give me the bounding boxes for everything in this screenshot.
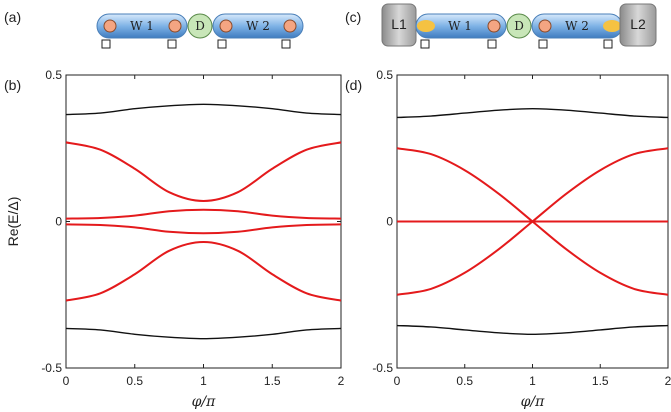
x-axis-label: φ/π: [192, 394, 217, 410]
majorana-right-1: [168, 19, 182, 33]
gate-box: [538, 39, 548, 49]
quantum-dot: [506, 13, 532, 39]
y-tick-label: -0.5: [372, 361, 393, 375]
wire-1-bar: [96, 13, 188, 39]
y-tick-label: 0: [55, 215, 62, 229]
x-tick-label: 0: [394, 374, 401, 388]
gate-box: [281, 39, 291, 49]
plot-frame: [65, 74, 342, 369]
gate-box: [101, 39, 111, 49]
wire-1-label: W 1: [448, 19, 472, 33]
gate-box: [487, 39, 497, 49]
majorana-right-2: [283, 19, 297, 33]
series-line-red: [65, 141, 342, 202]
coupling-yellow-1: [417, 20, 435, 32]
x-tick-label: 1.5: [264, 374, 281, 388]
majorana-left-1: [103, 19, 117, 33]
x-tick-label: 0: [63, 374, 70, 388]
panel-label-d: (d): [345, 77, 362, 93]
wire-1-label: W 1: [130, 19, 154, 33]
lead-1-label: L1: [391, 16, 407, 32]
x-tick-label: 0.5: [126, 374, 143, 388]
gate-box: [603, 39, 613, 49]
x-tick-label: 1.5: [592, 374, 609, 388]
lead-2-label: L2: [630, 16, 646, 32]
gate-box: [420, 39, 430, 49]
x-tick-label: 2: [338, 374, 345, 388]
coupling-yellow-2: [603, 20, 621, 32]
quantum-dot: [187, 13, 213, 39]
dot-label: D: [514, 19, 524, 33]
plot-b: 0 0.5 1 1.5 2-0.500.5φ/πRe(E/Δ): [5, 68, 345, 410]
wire-2-bar: [212, 13, 304, 39]
series-line-black: [65, 103, 342, 116]
x-tick-label: 1: [200, 374, 207, 388]
y-tick-label: -0.5: [41, 361, 62, 375]
x-axis-label: φ/π: [521, 394, 546, 410]
lead-2: [619, 3, 657, 47]
majorana-left-2: [538, 19, 552, 33]
gate-box: [217, 39, 227, 49]
wire-2-label: W 2: [246, 19, 270, 33]
series-line-black: [396, 107, 669, 119]
plot-d: 0 0.5 1 1.5 2-0.500.5φ/π: [372, 68, 671, 410]
x-tick-label: 1: [529, 374, 536, 388]
x-tick-label: 2: [665, 374, 671, 388]
schematic-c: L1 W 1 D W 2 L2: [381, 3, 657, 49]
series-line-red: [65, 223, 342, 235]
y-tick-label: 0.5: [376, 68, 393, 82]
majorana-right-1: [487, 19, 501, 33]
wire-2-label: W 2: [565, 19, 589, 33]
schematic-a: W 1 D W 2: [96, 13, 304, 49]
panel-label-b: (b): [4, 77, 21, 93]
x-tick-label: 0.5: [456, 374, 473, 388]
series-line-black: [396, 324, 669, 336]
series-line-red: [65, 208, 342, 220]
dot-label: D: [195, 19, 205, 33]
y-tick-label: 0: [386, 215, 393, 229]
gate-box: [167, 39, 177, 49]
y-tick-label: 0.5: [45, 68, 62, 82]
series-line-black: [65, 327, 342, 340]
wire-1-bar: [415, 13, 507, 39]
panel-label-a: (a): [4, 9, 21, 25]
majorana-left-2: [219, 19, 233, 33]
panel-label-c: (c): [345, 9, 361, 25]
series-line-red: [65, 241, 342, 302]
y-axis-label: Re(E/Δ): [5, 197, 21, 247]
